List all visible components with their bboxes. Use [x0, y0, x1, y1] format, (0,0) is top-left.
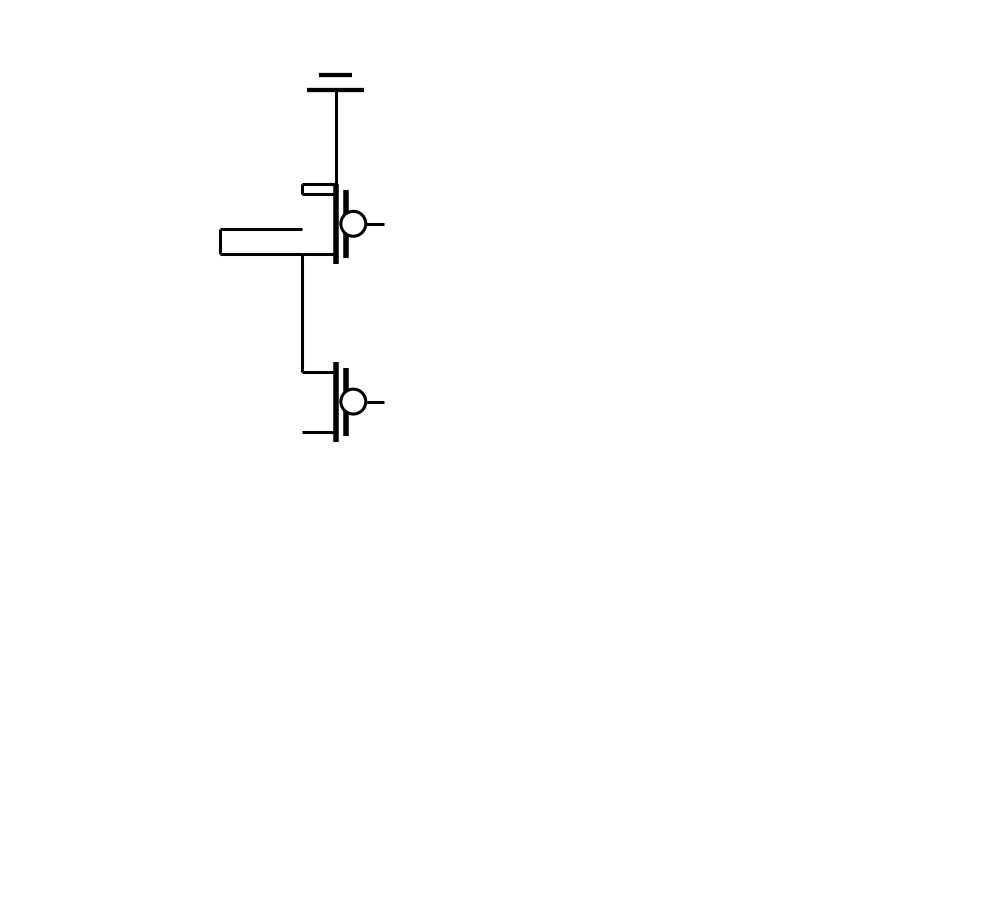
Circle shape — [341, 212, 366, 237]
Circle shape — [341, 390, 366, 415]
